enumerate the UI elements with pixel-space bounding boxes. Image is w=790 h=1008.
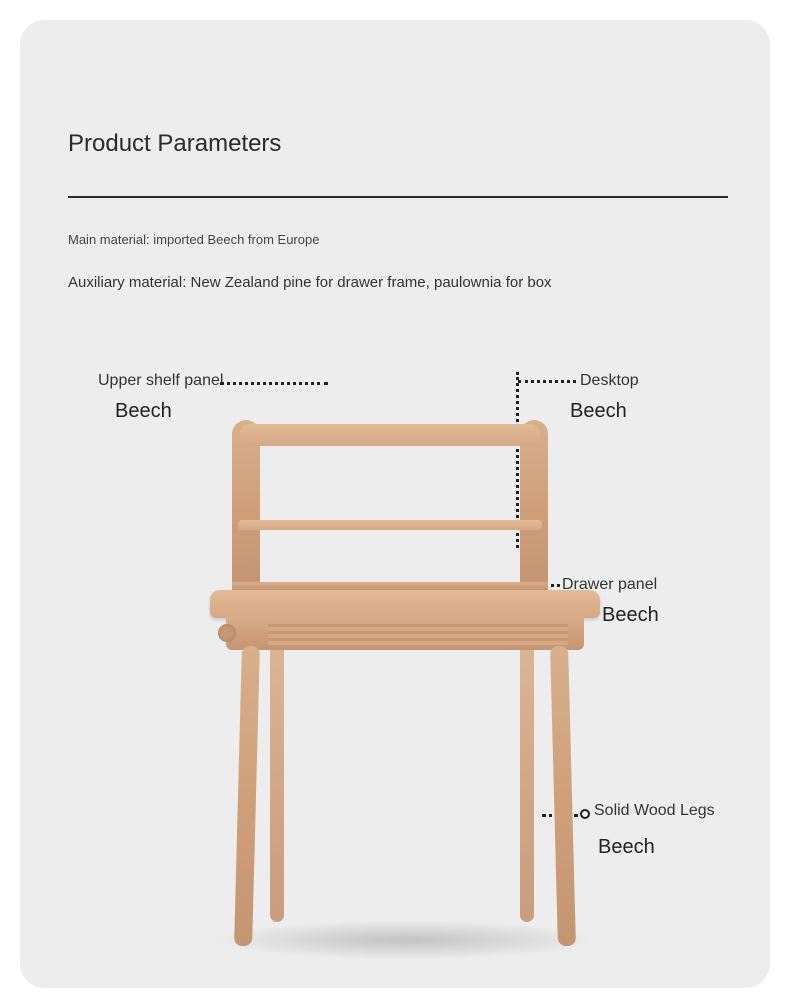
- desk-leg-back-right: [520, 642, 534, 922]
- page-title: Product Parameters: [68, 130, 281, 158]
- callout-drawer-material: Beech: [602, 604, 659, 627]
- desk-leg-front-left: [234, 646, 260, 946]
- desktop-slab: [210, 590, 600, 618]
- aux-material-text: Auxiliary material: New Zealand pine for…: [68, 274, 552, 291]
- product-card: Product Parameters Main material: import…: [20, 20, 770, 988]
- drawer-knob: [218, 624, 236, 642]
- callout-desktop-label: Desktop: [580, 372, 639, 390]
- product-figure: Upper shelf panel Beech Desktop Beech Dr…: [20, 360, 770, 960]
- shelf-mid-panel: [238, 520, 542, 530]
- leader-upper-shelf: [220, 382, 328, 385]
- drawer-face: [268, 620, 568, 646]
- desk-leg-back-left: [270, 642, 284, 922]
- desk-leg-front-right: [550, 646, 576, 946]
- shelf-top-bar: [240, 424, 540, 446]
- callout-legs-material: Beech: [598, 836, 655, 859]
- desk-illustration: [210, 410, 600, 930]
- callout-upper-shelf-label: Upper shelf panel: [98, 372, 223, 390]
- leader-desktop-h: [518, 380, 576, 383]
- callout-upper-shelf-material: Beech: [115, 400, 172, 423]
- shelf-bottom-edge: [232, 582, 548, 590]
- main-material-text: Main material: imported Beech from Europ…: [68, 232, 319, 247]
- title-rule: [68, 196, 728, 198]
- desk-shadow: [210, 920, 600, 960]
- callout-legs-label: Solid Wood Legs: [594, 802, 715, 820]
